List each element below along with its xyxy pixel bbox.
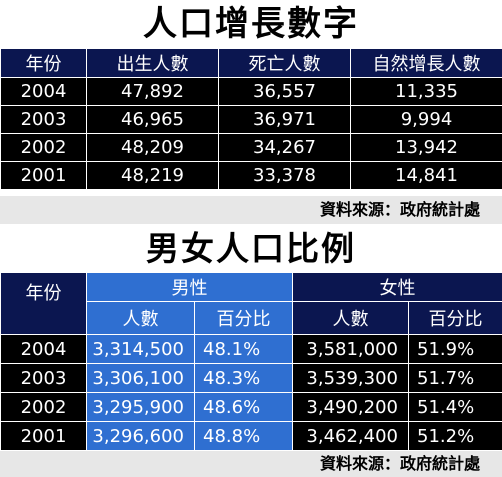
female-percent-cell: 51.7% xyxy=(408,363,502,393)
table-row: 2002 48,209 34,267 13,942 xyxy=(0,133,502,162)
year-cell: 2003 xyxy=(0,363,87,393)
female-percent-cell: 51.2% xyxy=(408,421,502,451)
male-count-cell: 3,314,500 xyxy=(86,334,195,364)
female-count-cell: 3,581,000 xyxy=(292,334,409,364)
natural-increase-cell: 13,942 xyxy=(350,133,502,162)
year-cell: 2003 xyxy=(0,105,87,134)
natural-increase-cell: 14,841 xyxy=(350,161,502,190)
female-percent-cell: 51.9% xyxy=(408,334,502,364)
table-header-row: 年份 男性 女性 xyxy=(0,272,502,335)
gender-ratio-table: 年份 男性 女性 人數 百分比 人數 百分比 2004 3,314,500 48… xyxy=(0,272,502,451)
male-percent-cell: 48.1% xyxy=(194,334,293,364)
header-births: 出生人數 xyxy=(86,48,219,78)
table-row: 2001 3,296,600 48.8% 3,462,400 51.2% xyxy=(0,421,502,451)
female-count-cell: 3,462,400 xyxy=(292,421,409,451)
year-cell: 2001 xyxy=(0,421,87,451)
year-cell: 2004 xyxy=(0,77,87,106)
table-row: 2003 3,306,100 48.3% 3,539,300 51.7% xyxy=(0,363,502,393)
female-count-cell: 3,539,300 xyxy=(292,363,409,393)
table-row: 2003 46,965 36,971 9,994 xyxy=(0,105,502,134)
deaths-cell: 34,267 xyxy=(218,133,351,162)
header-female-count: 人數 xyxy=(292,301,409,335)
header-female: 女性 xyxy=(292,272,502,302)
table-header-row: 年份 出生人數 死亡人數 自然增長人數 xyxy=(0,48,502,78)
table-row: 2004 3,314,500 48.1% 3,581,000 51.9% xyxy=(0,334,502,364)
male-percent-cell: 48.3% xyxy=(194,363,293,393)
natural-increase-cell: 9,994 xyxy=(350,105,502,134)
header-year: 年份 xyxy=(0,48,87,78)
year-cell: 2004 xyxy=(0,334,87,364)
female-percent-cell: 51.4% xyxy=(408,392,502,422)
table-row: 2002 3,295,900 48.6% 3,490,200 51.4% xyxy=(0,392,502,422)
header-deaths: 死亡人數 xyxy=(218,48,351,78)
year-cell: 2001 xyxy=(0,161,87,190)
population-growth-title: 人口增長數字 xyxy=(0,0,502,48)
gender-ratio-title: 男女人口比例 xyxy=(0,226,502,272)
male-percent-cell: 48.8% xyxy=(194,421,293,451)
source-note: 資料來源：政府統計處 xyxy=(0,196,502,224)
births-cell: 48,209 xyxy=(86,133,219,162)
births-cell: 46,965 xyxy=(86,105,219,134)
year-cell: 2002 xyxy=(0,133,87,162)
male-count-cell: 3,295,900 xyxy=(86,392,195,422)
deaths-cell: 36,557 xyxy=(218,77,351,106)
source-note: 資料來源：政府統計處 xyxy=(0,451,502,477)
male-count-cell: 3,306,100 xyxy=(86,363,195,393)
header-natural-increase: 自然增長人數 xyxy=(350,48,502,78)
population-growth-table: 年份 出生人數 死亡人數 自然增長人數 2004 47,892 36,557 1… xyxy=(0,48,502,190)
deaths-cell: 33,378 xyxy=(218,161,351,190)
year-cell: 2002 xyxy=(0,392,87,422)
header-male-percent: 百分比 xyxy=(194,301,293,335)
header-male-count: 人數 xyxy=(86,301,195,335)
header-female-percent: 百分比 xyxy=(408,301,502,335)
births-cell: 48,219 xyxy=(86,161,219,190)
table-row: 2004 47,892 36,557 11,335 xyxy=(0,77,502,106)
header-year: 年份 xyxy=(0,272,87,335)
table-subheader-row: 人數 百分比 人數 百分比 xyxy=(1,301,502,335)
male-count-cell: 3,296,600 xyxy=(86,421,195,451)
female-count-cell: 3,490,200 xyxy=(292,392,409,422)
header-male: 男性 xyxy=(86,272,293,302)
natural-increase-cell: 11,335 xyxy=(350,77,502,106)
births-cell: 47,892 xyxy=(86,77,219,106)
table-row: 2001 48,219 33,378 14,841 xyxy=(0,161,502,190)
male-percent-cell: 48.6% xyxy=(194,392,293,422)
deaths-cell: 36,971 xyxy=(218,105,351,134)
